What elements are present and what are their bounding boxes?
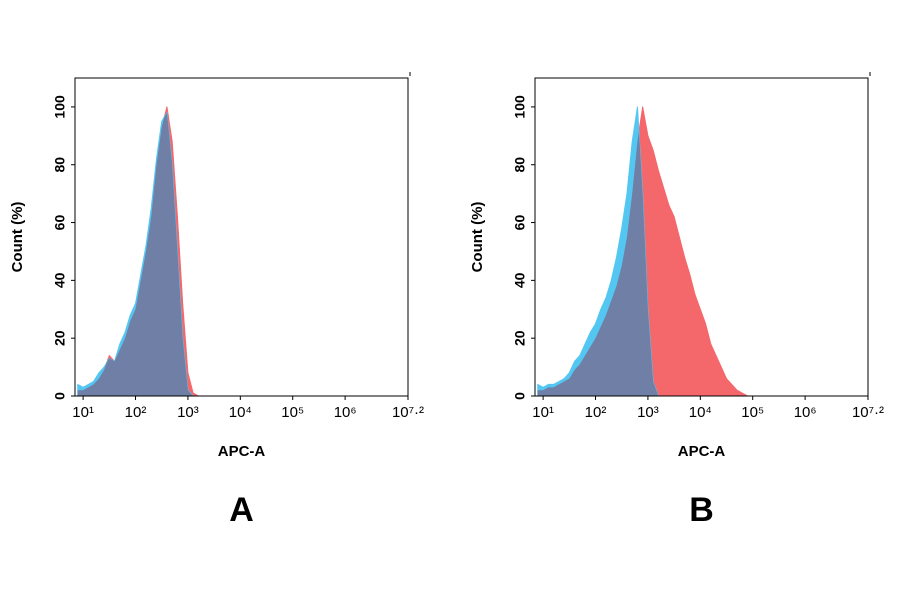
- x-axis-label: APC-A: [218, 443, 266, 460]
- y-tick-label: 80: [52, 157, 68, 173]
- y-tick-label: 0: [512, 392, 528, 400]
- overlap: [77, 112, 204, 396]
- y-tick-label: 100: [512, 95, 528, 119]
- x-tick-label: 10⁶: [794, 404, 817, 421]
- x-tick-label: 10⁷·²: [852, 404, 884, 421]
- x-tick-label: 10¹: [532, 404, 554, 421]
- y-tick-label: 40: [52, 272, 68, 288]
- y-tick-label: 80: [512, 157, 528, 173]
- y-tick-label: 20: [512, 330, 528, 346]
- plot-frame: [74, 77, 409, 397]
- x-tick-label: 10⁶: [334, 404, 357, 421]
- x-tick-label: 10³: [637, 404, 659, 421]
- y-tick-label: 60: [512, 215, 528, 231]
- x-tick-label: 10²: [125, 404, 147, 421]
- x-tick-label: 10¹: [72, 404, 94, 421]
- y-tick-label: 20: [52, 330, 68, 346]
- x-tick-label: 10⁵: [281, 404, 304, 421]
- x-tick-label: 10⁵: [741, 404, 764, 421]
- y-tick-label: 100: [52, 95, 68, 119]
- overlap: [537, 106, 753, 396]
- plot: [77, 106, 205, 397]
- y-tick-label: 60: [52, 215, 68, 231]
- panel-label: A: [229, 491, 254, 529]
- x-tick-label: 10⁷·²: [392, 404, 424, 421]
- x-tick-label: 10²: [585, 404, 607, 421]
- plot: [537, 106, 754, 397]
- y-tick-label: 40: [512, 272, 528, 288]
- x-tick-label: 10³: [177, 404, 199, 421]
- y-axis-label: Count (%): [9, 202, 26, 273]
- y-axis-label: Count (%): [469, 202, 486, 273]
- x-tick-label: 10⁴: [229, 404, 252, 421]
- x-tick-label: 10⁴: [689, 404, 712, 421]
- panel-label: B: [689, 491, 714, 529]
- x-axis-label: APC-A: [678, 443, 726, 460]
- plot-frame: [534, 77, 869, 397]
- y-tick-label: 0: [52, 392, 68, 400]
